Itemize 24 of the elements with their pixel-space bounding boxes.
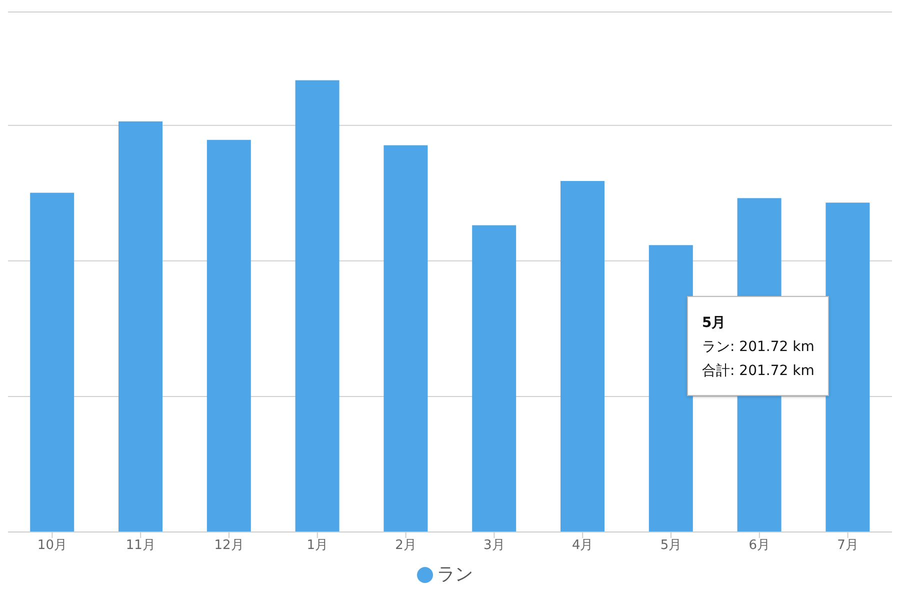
bar (118, 121, 162, 532)
x-tick-label: 11月 (126, 538, 156, 554)
x-tick-label: 10月 (37, 538, 67, 554)
bar (560, 180, 604, 532)
annotation: 5月 (702, 314, 727, 333)
bar (472, 225, 516, 532)
legend-label: ラン (437, 564, 473, 585)
bar (206, 140, 251, 532)
x-tick-label: 3月 (484, 538, 505, 554)
x-tick-label: 7月 (837, 538, 858, 554)
x-tick-label: 1月 (306, 538, 328, 554)
annotation: ラン: 201.72 km (702, 338, 814, 357)
tooltip-box: 5月 ラン: 201.72 km 合計: 201.72 km (687, 296, 830, 396)
bar (648, 245, 693, 532)
annotation: 合計: 201.72 km (702, 362, 814, 381)
bar (384, 145, 428, 532)
bar (30, 192, 74, 532)
x-tick-label: 4月 (572, 538, 594, 554)
bar (826, 202, 870, 532)
x-tick-label: 6月 (748, 538, 770, 554)
x-tick-label: 2月 (395, 538, 416, 554)
x-tick-label: 12月 (214, 538, 244, 554)
x-tick-label: 5月 (660, 538, 682, 554)
bar (295, 80, 340, 532)
